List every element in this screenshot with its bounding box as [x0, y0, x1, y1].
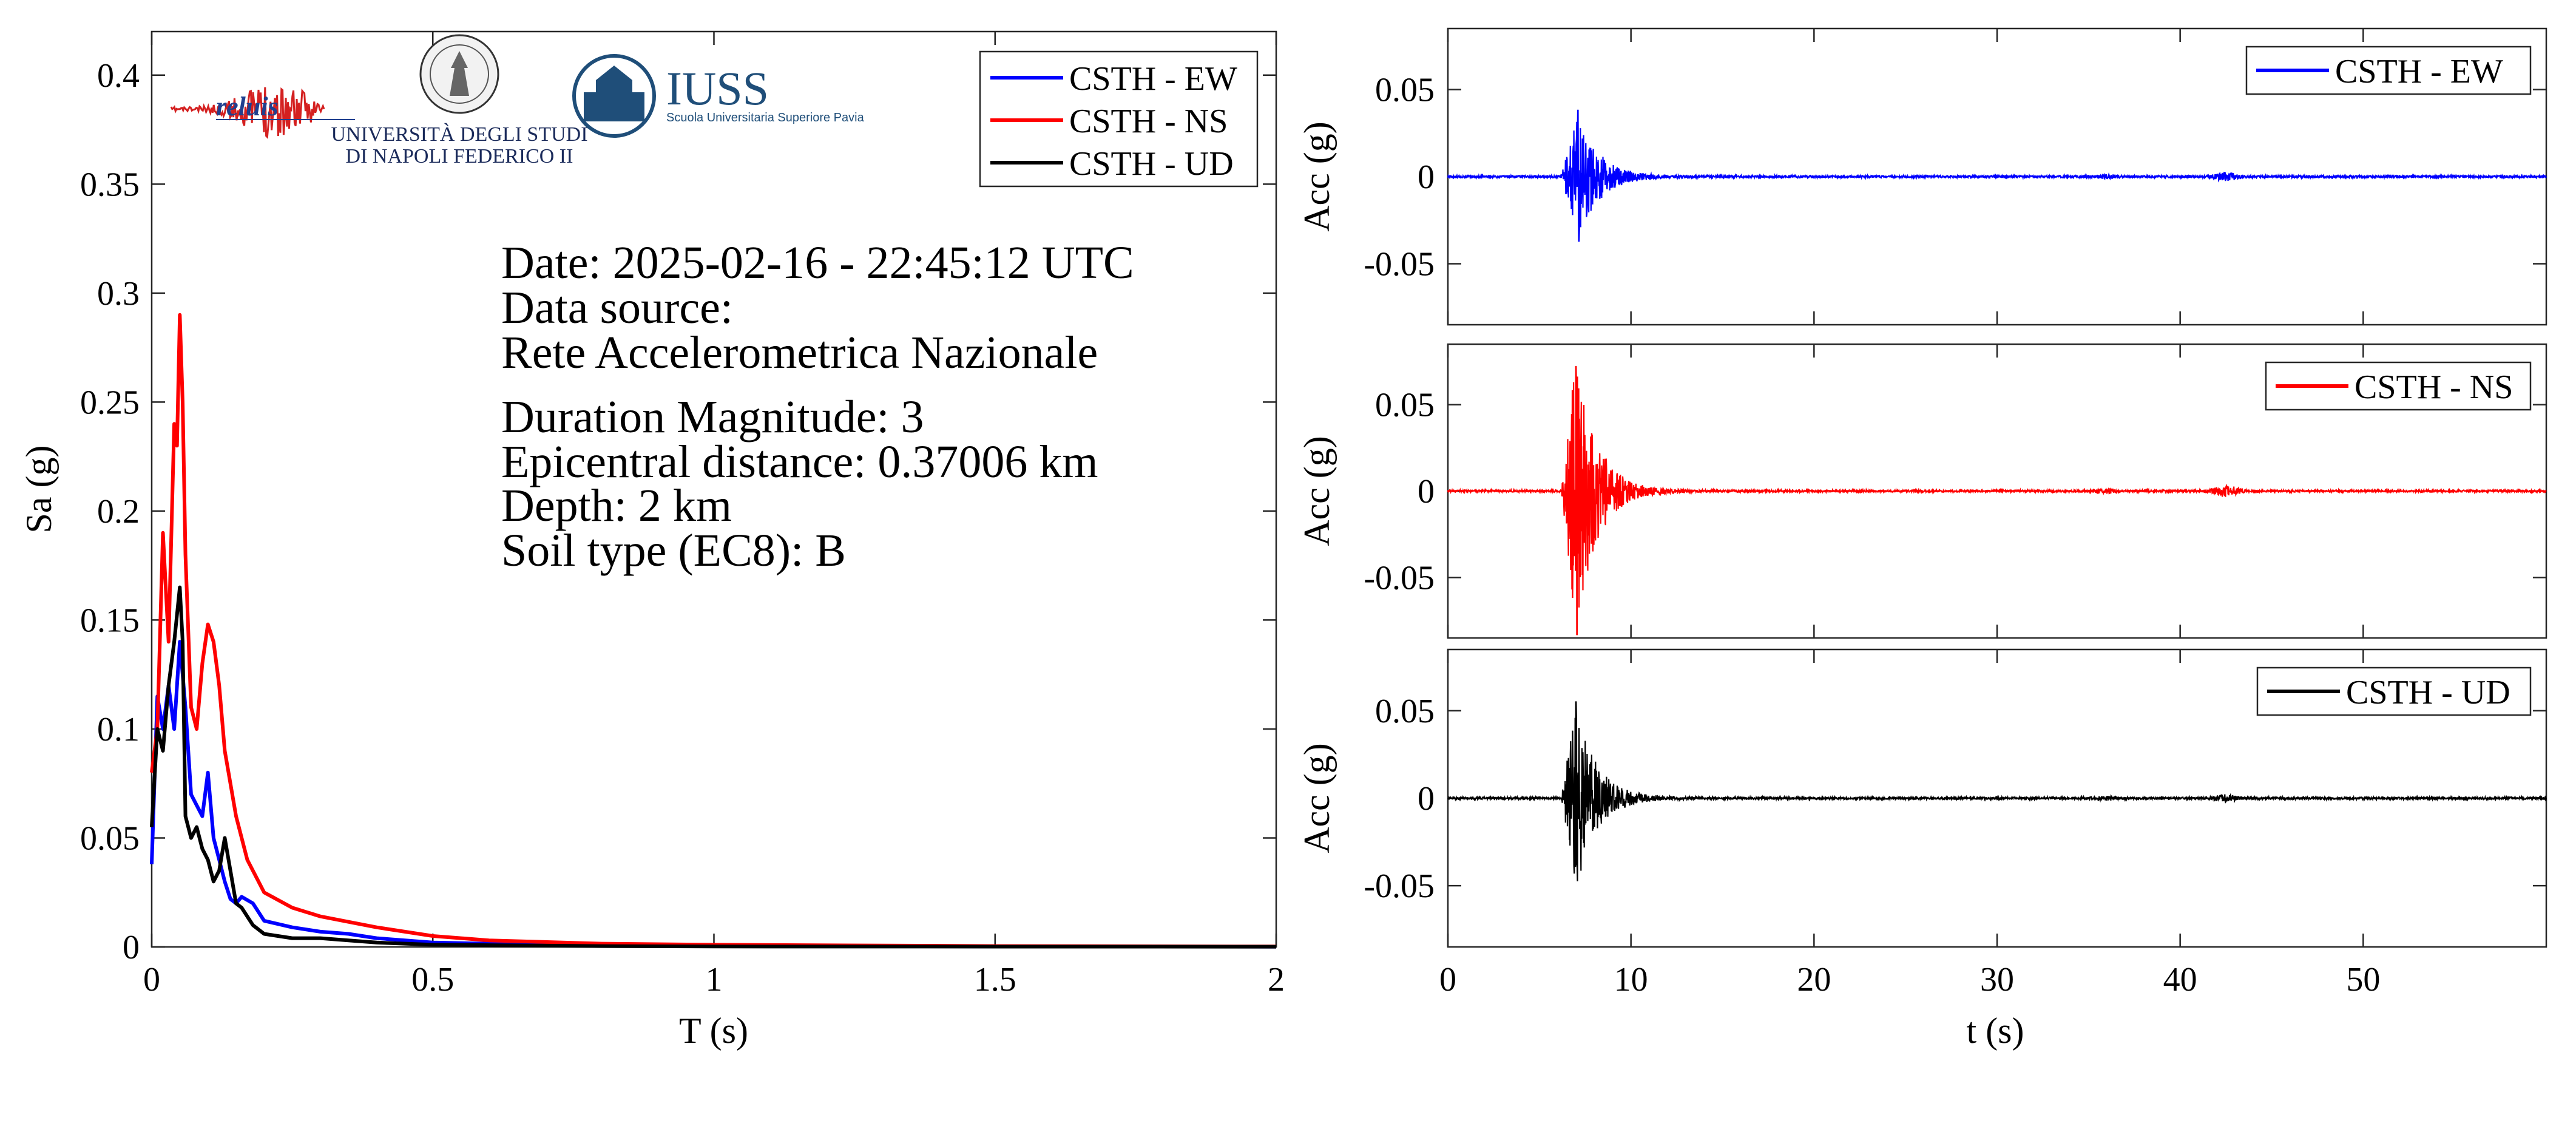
event-depth: Depth: 2 km	[501, 480, 732, 531]
spectrum-panel: 00.050.10.150.20.250.30.350.4 0 0.5 1 1.5 2 …	[19, 30, 1285, 1051]
accel-y-tick-label: 0	[1418, 473, 1435, 510]
spectrum-y-tick-label: 0.2	[97, 493, 140, 531]
spectrum-x-tick-label: 1.5	[974, 961, 1016, 999]
accel-y-tick-label: 0	[1418, 158, 1435, 196]
iuss-emblem	[572, 54, 656, 138]
data-source-label: Data source:	[501, 282, 733, 333]
accel-trace-ns	[1447, 365, 2547, 636]
spectrum-x-axis-label: T (s)	[679, 1011, 748, 1051]
soil-type: Soil type (EC8): B	[501, 525, 846, 576]
spectrum-series-ew	[150, 640, 1277, 949]
accel-x-tick-label: 20	[1797, 961, 1831, 999]
accel-y-tick-label: -0.05	[1364, 246, 1435, 283]
accel-y-tick-label: 0.05	[1375, 387, 1435, 424]
accel-x-tick-label: 40	[2163, 961, 2197, 999]
iuss-emblem-building	[584, 66, 644, 121]
legend-label-ns: CSTH - NS	[1069, 103, 1228, 140]
event-date: Date: 2025-02-16 - 22:45:12 UTC	[501, 237, 1134, 288]
epicentral-distance: Epicentral distance: 0.37006 km	[501, 436, 1098, 487]
duration-magnitude: Duration Magnitude: 3	[501, 392, 924, 443]
time-x-axis-label: t (s)	[1967, 1011, 2024, 1051]
legend-label-ew: CSTH - EW	[1069, 60, 1237, 98]
accel-y-tick-label: -0.05	[1364, 559, 1435, 597]
accel-y-tick-label: 0.05	[1375, 71, 1435, 109]
iuss-logo-title: IUSS	[666, 62, 769, 115]
spectrum-y-tick-label: 0.35	[80, 166, 140, 203]
accel-legend-label-ud: CSTH - UD	[2346, 674, 2510, 711]
accel-y-axis-label: Acc (g)	[1297, 743, 1337, 853]
accel-panel-ew: 0.05 0 -0.05 Acc (g) CSTH - EW	[1297, 27, 2547, 326]
spectrum-series-ns	[150, 313, 1277, 949]
accel-trace-ew	[1447, 109, 2547, 242]
spectrum-x-tick-label: 0	[143, 961, 160, 999]
accel-y-axis-label: Acc (g)	[1297, 121, 1337, 232]
spectrum-x-tick-label: 1	[706, 961, 723, 999]
reluis-seismogram-mark	[170, 87, 325, 140]
accel-panel-ud: 0.05 0 -0.05 0 10 20 30 40 50 Acc (g) CSTH - UD	[1297, 648, 2547, 999]
accel-y-tick-label: 0.05	[1375, 693, 1435, 730]
spectrum-y-axis-label: Sa (g)	[19, 446, 59, 534]
reluis-logo: reluis	[170, 87, 355, 140]
legend-label-ud: CSTH - UD	[1069, 145, 1234, 183]
spectrum-series-ud	[150, 585, 1277, 949]
unina-seal-inner	[430, 44, 489, 104]
event-info: Date: 2025-02-16 - 22:45:12 UTC Data sou…	[501, 237, 1134, 576]
accel-y-axis-label: Acc (g)	[1297, 436, 1337, 546]
accel-x-tick-label: 30	[1980, 961, 2014, 999]
iuss-logo: IUSS Scuola Universitaria Superiore Pavi…	[572, 54, 865, 138]
unina-seal-figure	[450, 51, 469, 96]
accel-legend-label-ns: CSTH - NS	[2355, 368, 2513, 406]
accel-y-tick-label: 0	[1418, 780, 1435, 818]
spectrum-y-tick-label: 0.15	[80, 602, 140, 639]
spectrum-x-ticks: 0 0.5 1 1.5 2	[143, 32, 1285, 999]
accel-legend-label-ew: CSTH - EW	[2335, 53, 2503, 90]
spectrum-y-tick-label: 0.4	[97, 57, 140, 95]
iuss-logo-subtitle: Scuola Universitaria Superiore Pavia	[666, 111, 865, 124]
accel-panel-ns: 0.05 0 -0.05 Acc (g) CSTH - NS	[1297, 343, 2547, 639]
spectrum-series-lines	[150, 313, 1277, 949]
accel-x-tick-label: 0	[1439, 961, 1456, 999]
spectrum-legend: CSTH - EW CSTH - NS CSTH - UD	[979, 50, 1259, 188]
accel-x-tick-label: 10	[1614, 961, 1648, 999]
unina-logo-line2: DI NAPOLI FEDERICO II	[346, 145, 573, 168]
spectrum-y-tick-label: 0.25	[80, 384, 140, 421]
spectrum-y-tick-label: 0.05	[80, 819, 140, 857]
accel-y-tick-label: -0.05	[1364, 867, 1435, 905]
spectrum-x-tick-label: 2	[1268, 961, 1285, 999]
spectrum-y-tick-label: 0.3	[97, 275, 140, 313]
accel-x-tick-label: 50	[2346, 961, 2380, 999]
unina-logo-line1: UNIVERSITÀ DEGLI STUDI	[331, 123, 587, 146]
spectrum-y-ticks: 0 0.05 0.1 0.15 0.2 0.25 0.3 0.35 0.4	[80, 57, 1276, 966]
unina-logo: UNIVERSITÀ DEGLI STUDI DI NAPOLI FEDERIC…	[331, 34, 588, 168]
accel-trace-ud	[1447, 701, 2547, 881]
spectrum-y-tick-label: 0.1	[97, 711, 140, 748]
data-source-name: Rete Accelerometrica Nazionale	[501, 327, 1098, 378]
spectrum-y-tick-label: 0	[123, 929, 140, 966]
reluis-logo-text: reluis	[216, 92, 279, 121]
spectrum-x-tick-label: 0.5	[411, 961, 454, 999]
